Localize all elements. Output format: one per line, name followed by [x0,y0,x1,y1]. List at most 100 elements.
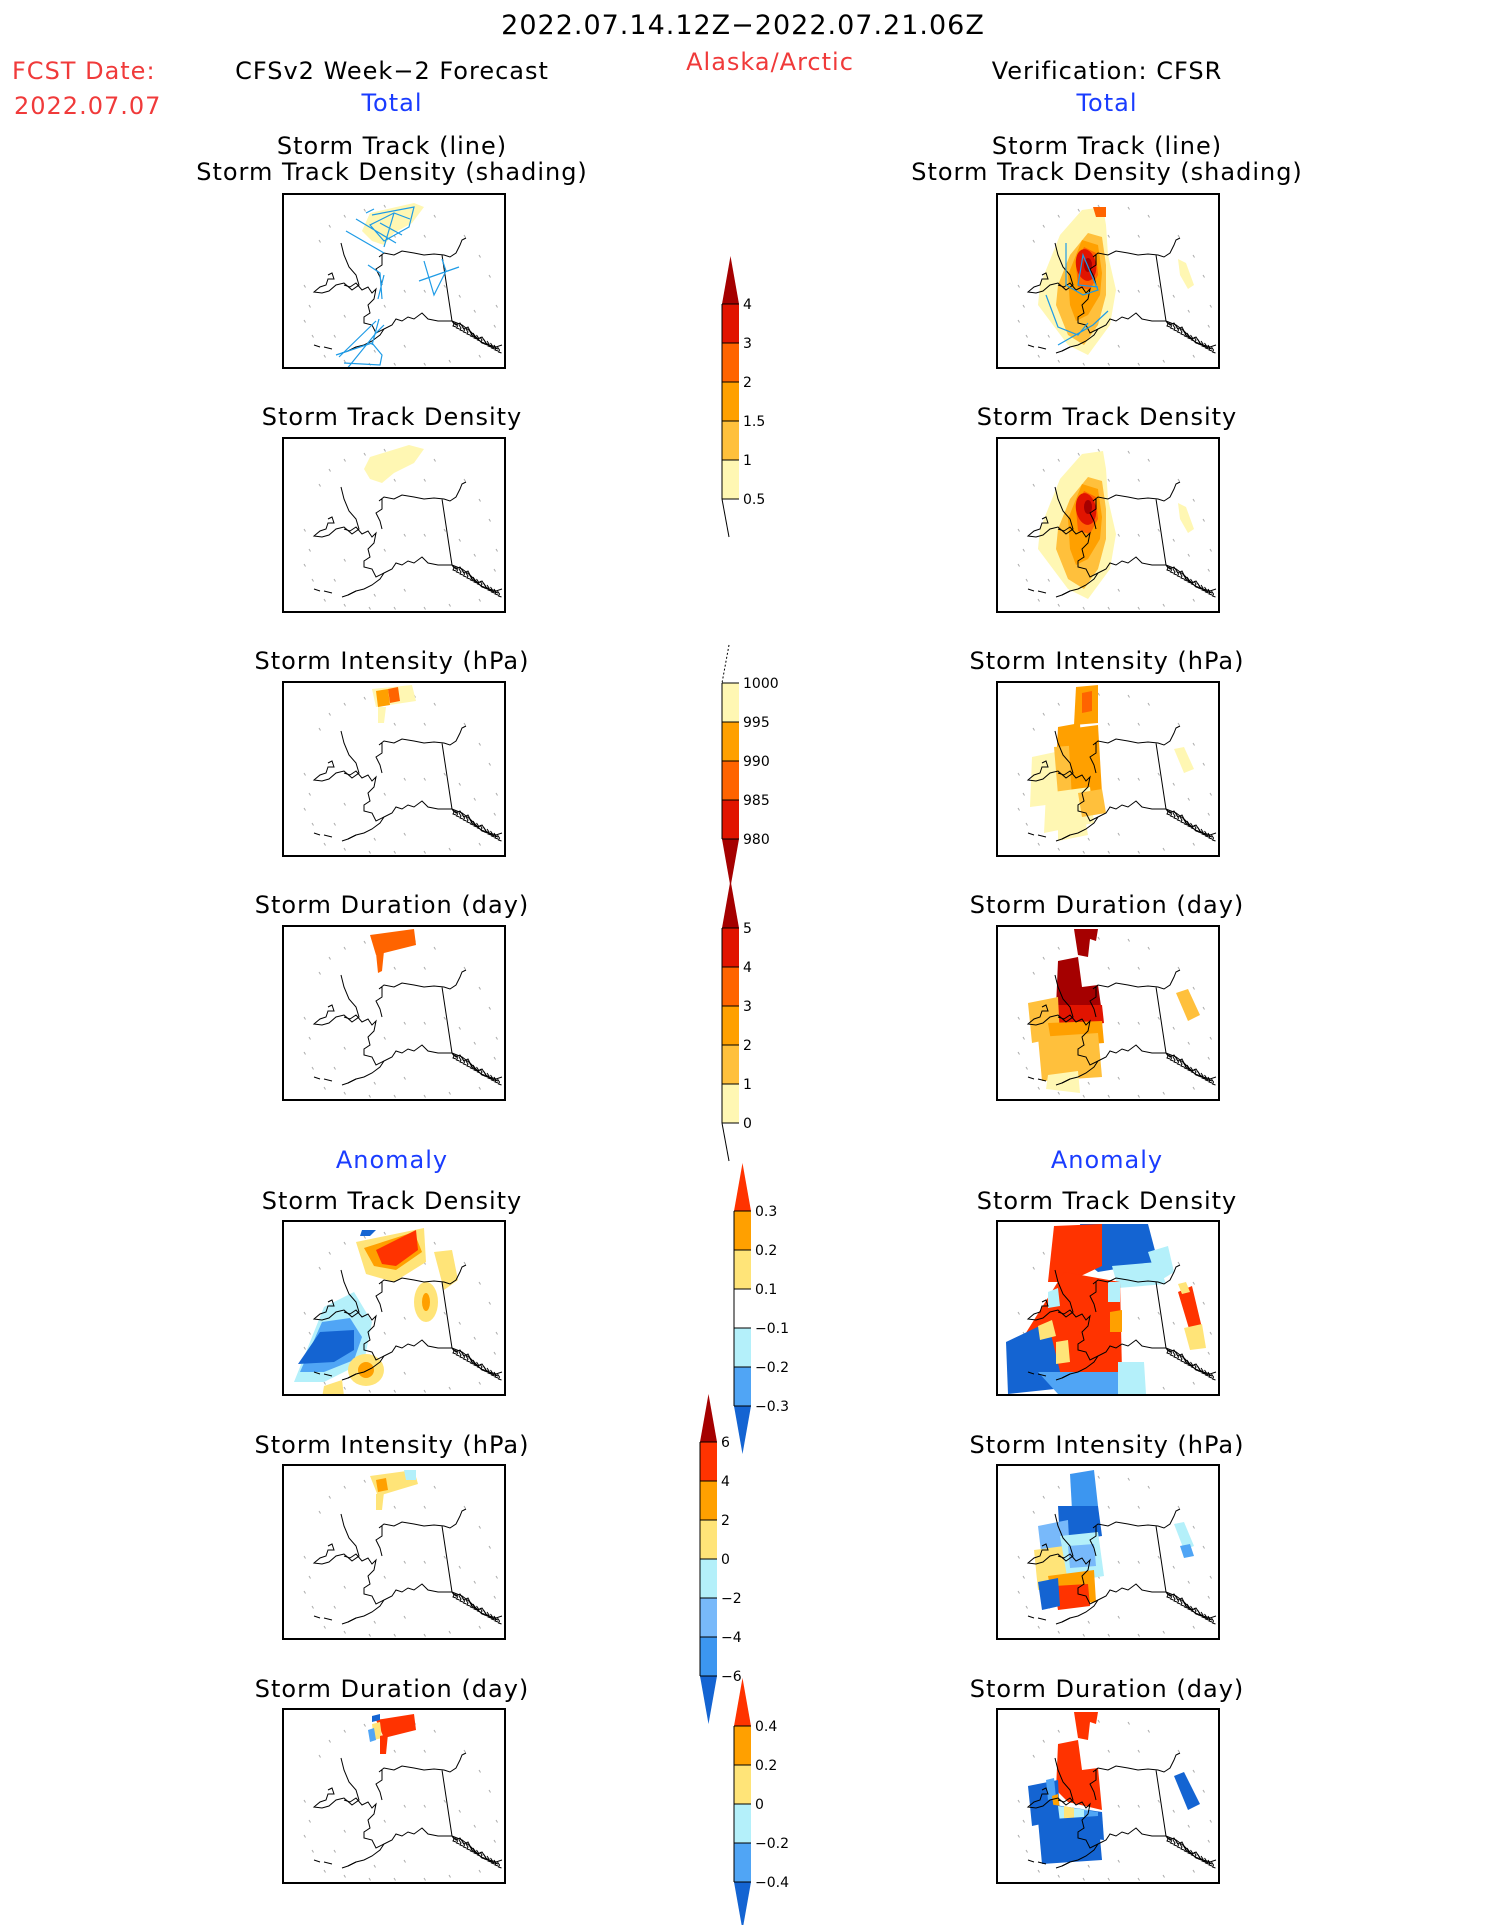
coastline-path [1026,486,1074,538]
graticule-dash [1137,234,1140,238]
coastline-detail [490,1857,495,1865]
colorbar-band [734,1726,751,1765]
coastline-path [1027,1615,1071,1623]
shaded-region [360,1230,376,1236]
coastline-path [1055,969,1217,1086]
graticule-dash [1162,1630,1165,1634]
graticule-dash [343,1630,346,1634]
graticule-dash [1202,518,1205,522]
coastline-path [1165,1835,1213,1865]
graticule-dash [311,822,314,826]
grid-cell [1038,1372,1128,1394]
graticule-dash [478,598,481,602]
coastline-detail [486,1072,492,1080]
coastline-path [313,1859,357,1867]
graticule-dash [1057,847,1060,851]
graticule-dash [1192,254,1195,258]
colorbar-tick-label: 1000 [743,676,779,692]
colorbar-band [722,761,739,800]
graticule-dash [318,971,321,975]
graticule-dash [1037,598,1040,602]
graticule-dash [343,558,346,562]
graticule-dash [1162,603,1165,607]
graticule-dash [1209,1575,1212,1579]
graticule-dash [488,1545,491,1549]
colorbar-band [722,304,739,343]
map-fcst-anom-density [282,1220,506,1396]
graticule-dash [423,1633,426,1637]
map-cfsr-anom-density [996,1220,1220,1396]
coastline-detail [1197,826,1202,834]
graticule-dash [363,1723,366,1727]
graticule-dash [478,498,481,502]
coastline-detail [458,1056,464,1064]
left-intensity-title: Storm Intensity (hPa) [254,647,530,675]
coastline-path [312,1513,360,1565]
region-label: Alaska/Arctic [686,48,854,76]
grid-cell [376,1492,384,1510]
graticule-dash [463,1261,466,1265]
graticule-dash [333,822,336,826]
graticule-dash [1107,1749,1110,1753]
graticule-dash [1187,553,1190,557]
graticule-dash [303,284,306,288]
graticule-dash [303,1555,306,1559]
coastline-detail [490,342,495,350]
graticule-dash [303,1311,306,1315]
graticule-dash [1137,533,1140,537]
graticule-dash [1187,1041,1190,1045]
coastline-detail [1211,590,1216,598]
coastline-path [341,725,503,842]
coastline-detail [469,1601,474,1609]
colorbar-tick-label: 2 [721,1513,730,1529]
colorbar-tick-label: 5 [743,921,752,937]
graticule-dash [1037,1869,1040,1873]
grid-cell [1178,1282,1190,1294]
graticule-dash [1172,1026,1175,1030]
graticule-dash [343,359,346,363]
colorbar-band [722,800,739,839]
graticule-dash [478,354,481,358]
coastline-detail [1172,1595,1178,1603]
coastline-detail [1197,1070,1202,1078]
graticule-dash [1162,1386,1165,1390]
shaded-region [322,1380,344,1394]
graticule-dash [403,1560,406,1564]
coastline [1026,1752,1217,1869]
coastline-path [451,808,499,838]
grid-cell [1078,789,1106,817]
colorbar: 5 4 3 2 1 0 [721,880,752,1162]
graticule-dash [1177,722,1180,726]
coastline-detail [493,1859,499,1867]
graticule-dash [1117,1021,1120,1025]
grid-cell [1108,1282,1120,1302]
graticule-dash [1162,1874,1165,1878]
graticule-dash [1192,1625,1195,1629]
graticule-dash [1022,304,1025,308]
coastline-path [451,320,499,350]
graticule-dash [1025,1066,1028,1070]
coastline-detail [1197,1853,1202,1861]
graticule-dash [343,1046,346,1050]
coastline-detail [458,324,464,332]
graticule-dash [318,239,321,243]
graticule-dash [1177,1505,1180,1509]
grid-cell [1148,1246,1174,1282]
graticule-dash [393,850,396,854]
coastline-detail [455,810,460,818]
coastline [312,237,503,354]
graticule-dash [373,837,376,841]
coastline-detail [490,1369,495,1377]
graticule-dash [1207,1351,1210,1355]
coastline-detail [465,1843,471,1851]
map-cfsr-density [996,437,1220,613]
graticule-dash [1057,1485,1060,1489]
right-duration-title: Storm Duration (day) [969,891,1245,919]
grid-cell [1184,1324,1206,1350]
colorbar-tick-label: −2 [721,1591,742,1607]
graticule-dash [393,1389,396,1393]
map-base [303,936,498,1098]
graticule-dash [403,289,406,293]
graticule-dash [303,1016,306,1020]
coastline-detail [1172,1056,1178,1064]
